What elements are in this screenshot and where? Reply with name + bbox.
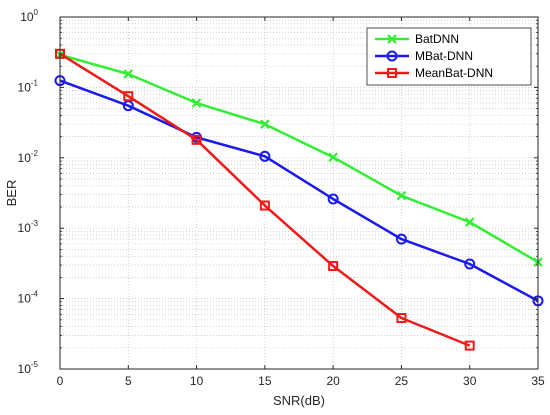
x-tick-label: 20 (326, 374, 340, 388)
data-point-batdnn (396, 190, 407, 201)
y-tick-exponent: -3 (31, 219, 39, 228)
legend-label: BatDNN (415, 32, 459, 46)
legend-label: MBat-DNN (415, 49, 473, 63)
legend-label: MeanBat-DNN (415, 66, 493, 80)
data-point-mbat-dnn (259, 150, 271, 162)
data-point-meanbat-dnn (123, 91, 134, 102)
x-tick-label: 15 (258, 374, 272, 388)
y-tick-exponent: -2 (31, 149, 39, 158)
data-point-meanbat-dnn (328, 261, 339, 272)
y-tick-exponent: 0 (34, 8, 39, 17)
y-axis-title: BER (4, 180, 19, 207)
data-point-batdnn (123, 69, 134, 79)
data-point-batdnn (191, 98, 202, 108)
y-tick-exponent: -4 (31, 290, 39, 299)
legend-item-mbat-dnn: MBat-DNN (375, 49, 473, 63)
x-tick-label: 25 (395, 374, 409, 388)
data-point-meanbat-dnn (191, 134, 202, 145)
data-point-batdnn (464, 217, 475, 227)
data-point-batdnn (260, 119, 270, 129)
series-line-mbat-dnn (59, 79, 539, 302)
y-tick-exponent: -1 (31, 78, 39, 87)
x-tick-label: 10 (190, 374, 204, 388)
data-point-meanbat-dnn (396, 313, 407, 324)
data-point-mbat-dnn (464, 258, 476, 270)
legend-marker (387, 68, 397, 78)
x-axis-title: SNR(dB) (273, 393, 325, 408)
x-tick-label: 0 (57, 374, 64, 388)
series-line-meanbat-dnn (59, 52, 471, 347)
data-point-meanbat-dnn (259, 200, 270, 211)
legend: BatDNN MBat-DNN MeanBat-DNN (366, 27, 532, 86)
legend-item-batdnn: BatDNN (375, 32, 459, 46)
x-tick-label: 5 (125, 374, 132, 388)
data-point-meanbat-dnn (464, 340, 475, 351)
data-point-mbat-dnn (395, 233, 407, 245)
legend-marker (386, 50, 398, 62)
legend-item-meanbat-dnn: MeanBat-DNN (375, 66, 493, 80)
data-point-mbat-dnn (327, 193, 339, 205)
y-tick-exponent: -5 (31, 360, 39, 369)
data-point-batdnn (328, 152, 338, 162)
x-tick-label: 35 (531, 374, 545, 388)
plot-frame (59, 16, 539, 370)
series-layer (54, 48, 544, 351)
x-tick-label: 30 (463, 374, 477, 388)
legend-marker (387, 34, 397, 44)
series-line-batdnn (59, 53, 539, 264)
